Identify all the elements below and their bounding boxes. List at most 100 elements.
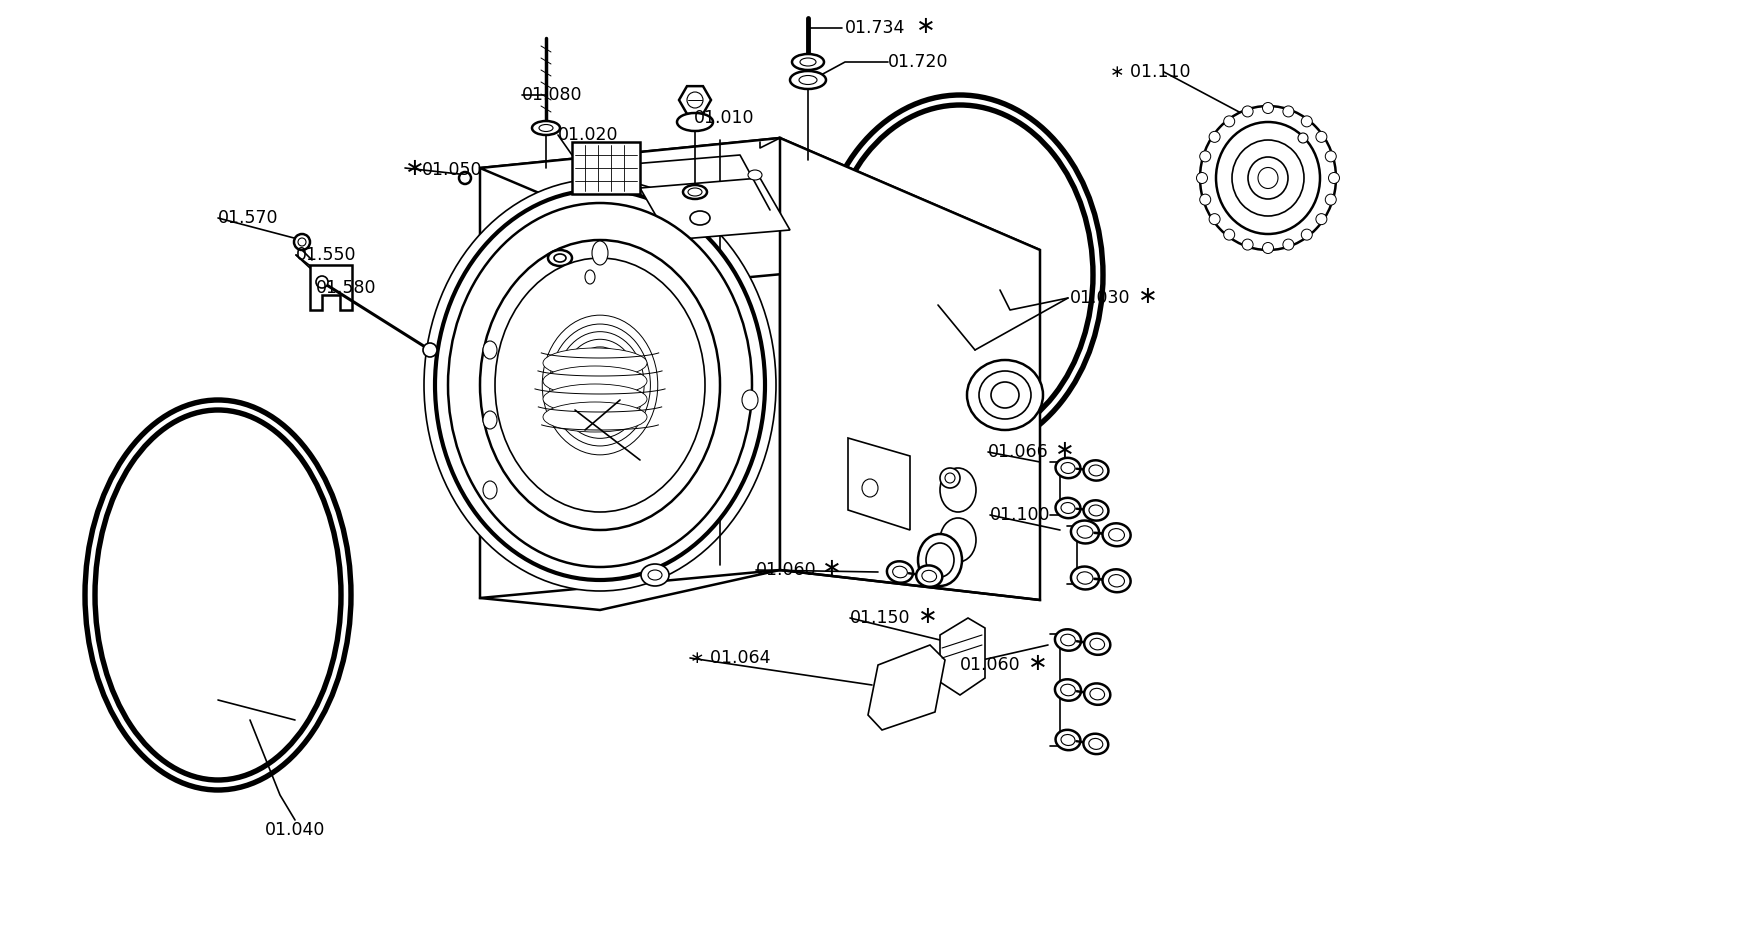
Ellipse shape: [1076, 572, 1092, 584]
Ellipse shape: [800, 58, 816, 66]
Text: 01.050: 01.050: [423, 161, 482, 179]
Ellipse shape: [569, 347, 631, 423]
Circle shape: [1282, 239, 1294, 250]
Ellipse shape: [539, 124, 553, 132]
Polygon shape: [939, 618, 984, 695]
Ellipse shape: [543, 384, 647, 414]
Ellipse shape: [918, 534, 962, 586]
Ellipse shape: [925, 543, 953, 577]
Circle shape: [1325, 195, 1336, 205]
Text: 01.580: 01.580: [316, 279, 376, 297]
Circle shape: [1242, 106, 1252, 117]
Ellipse shape: [1083, 500, 1108, 521]
Ellipse shape: [85, 400, 351, 790]
Ellipse shape: [435, 190, 765, 580]
Ellipse shape: [1056, 458, 1080, 478]
Ellipse shape: [591, 241, 607, 265]
Polygon shape: [480, 138, 779, 598]
Text: ∗: ∗: [918, 604, 937, 628]
Ellipse shape: [892, 566, 906, 578]
Ellipse shape: [483, 411, 497, 429]
Text: ∗ 01.064: ∗ 01.064: [690, 649, 770, 667]
Circle shape: [1242, 239, 1252, 250]
Ellipse shape: [683, 185, 706, 199]
Ellipse shape: [483, 341, 497, 359]
Polygon shape: [847, 438, 909, 530]
Text: 01.020: 01.020: [558, 126, 617, 144]
Ellipse shape: [1056, 498, 1080, 518]
Ellipse shape: [939, 468, 976, 512]
Circle shape: [1223, 229, 1235, 240]
Text: 01.734: 01.734: [845, 19, 904, 37]
Ellipse shape: [817, 95, 1103, 455]
Circle shape: [1325, 150, 1336, 162]
Ellipse shape: [424, 179, 776, 591]
Ellipse shape: [790, 71, 826, 89]
Ellipse shape: [791, 54, 824, 70]
Ellipse shape: [916, 565, 943, 587]
Circle shape: [939, 468, 960, 488]
Ellipse shape: [1076, 525, 1092, 539]
Ellipse shape: [1103, 570, 1130, 592]
Circle shape: [1200, 150, 1210, 162]
Text: 01.550: 01.550: [296, 246, 356, 264]
Ellipse shape: [1083, 683, 1109, 705]
Ellipse shape: [1089, 505, 1103, 516]
Ellipse shape: [1108, 574, 1123, 587]
Ellipse shape: [991, 382, 1019, 408]
Text: 01.060: 01.060: [755, 561, 816, 579]
Ellipse shape: [543, 315, 657, 455]
Ellipse shape: [550, 324, 650, 446]
Circle shape: [1263, 243, 1273, 254]
Ellipse shape: [494, 258, 704, 512]
Polygon shape: [868, 645, 944, 730]
Circle shape: [459, 172, 471, 184]
Ellipse shape: [1061, 462, 1075, 474]
Ellipse shape: [1083, 461, 1108, 480]
Ellipse shape: [1247, 157, 1287, 199]
Ellipse shape: [1089, 688, 1104, 700]
Ellipse shape: [1200, 106, 1336, 250]
Circle shape: [1301, 116, 1311, 127]
Text: 01.060: 01.060: [960, 656, 1021, 674]
Ellipse shape: [967, 360, 1042, 430]
Ellipse shape: [543, 366, 647, 396]
Ellipse shape: [548, 250, 572, 266]
Circle shape: [1315, 213, 1327, 225]
Circle shape: [1301, 229, 1311, 240]
Ellipse shape: [1061, 503, 1075, 513]
Ellipse shape: [676, 113, 713, 131]
Circle shape: [423, 343, 436, 357]
Ellipse shape: [1083, 634, 1109, 655]
Text: ∗: ∗: [405, 156, 424, 180]
Text: ∗: ∗: [1054, 438, 1075, 462]
Text: 01.040: 01.040: [264, 821, 325, 839]
Ellipse shape: [532, 121, 560, 135]
Text: 01.100: 01.100: [989, 506, 1050, 524]
Ellipse shape: [1089, 638, 1104, 650]
Ellipse shape: [1054, 680, 1080, 700]
Circle shape: [316, 276, 329, 288]
Ellipse shape: [979, 371, 1031, 419]
FancyBboxPatch shape: [572, 142, 640, 194]
Ellipse shape: [640, 564, 668, 586]
Ellipse shape: [553, 254, 565, 262]
Ellipse shape: [1216, 122, 1320, 234]
Ellipse shape: [1103, 524, 1130, 546]
Circle shape: [297, 238, 306, 246]
Ellipse shape: [543, 348, 647, 378]
Text: 01.080: 01.080: [522, 86, 583, 104]
Ellipse shape: [922, 571, 936, 582]
Ellipse shape: [1069, 521, 1099, 543]
Polygon shape: [779, 138, 1040, 600]
Text: 01.150: 01.150: [850, 609, 909, 627]
Ellipse shape: [1056, 729, 1080, 750]
Text: 01.066: 01.066: [988, 443, 1049, 461]
Polygon shape: [480, 138, 1040, 278]
Circle shape: [1297, 133, 1308, 143]
Polygon shape: [678, 86, 711, 114]
Circle shape: [294, 234, 310, 250]
Ellipse shape: [584, 270, 595, 284]
Text: ∗ 01.110: ∗ 01.110: [1109, 63, 1189, 81]
Circle shape: [1282, 106, 1294, 117]
